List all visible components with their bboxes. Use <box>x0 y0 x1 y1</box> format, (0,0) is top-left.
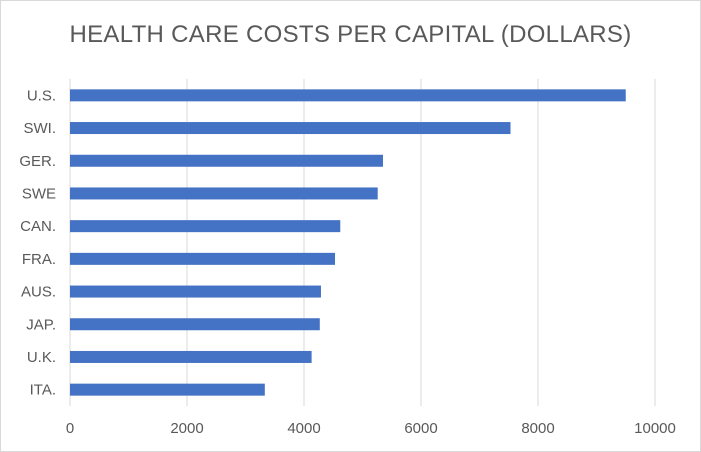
x-tick-label: 0 <box>66 420 74 437</box>
category-label: SWE <box>22 185 56 202</box>
x-axis-tick-labels: 0 2000 4000 6000 8000 10000 <box>66 420 676 437</box>
category-labels: U.S. SWI. GER. SWE CAN. FRA. AUS. JAP. U.K. ITA. <box>19 87 56 398</box>
category-label: JAP. <box>26 316 56 333</box>
category-label: AUS. <box>21 284 56 301</box>
bar <box>70 154 383 167</box>
category-label: SWI. <box>24 120 57 137</box>
bar <box>70 89 626 102</box>
category-label: ITA. <box>30 382 56 399</box>
x-tick-label: 8000 <box>521 420 554 437</box>
category-label: U.S. <box>27 87 56 104</box>
bars <box>70 89 626 396</box>
bar <box>70 383 265 396</box>
x-tick-label: 4000 <box>287 420 320 437</box>
bar <box>70 285 321 298</box>
category-label: FRA. <box>22 251 56 268</box>
category-label: CAN. <box>20 218 56 235</box>
x-tick-label: 2000 <box>170 420 203 437</box>
bar <box>70 252 336 265</box>
category-label: U.K. <box>27 349 56 366</box>
x-tick-label: 10000 <box>634 420 676 437</box>
chart-title: HEALTH CARE COSTS PER CAPITAL (DOLLARS) <box>69 21 632 48</box>
bar <box>70 122 511 135</box>
bar <box>70 220 341 233</box>
bar <box>70 187 378 200</box>
x-tick-label: 6000 <box>404 420 437 437</box>
bar <box>70 318 320 331</box>
bar <box>70 350 312 363</box>
category-label: GER. <box>19 153 56 170</box>
